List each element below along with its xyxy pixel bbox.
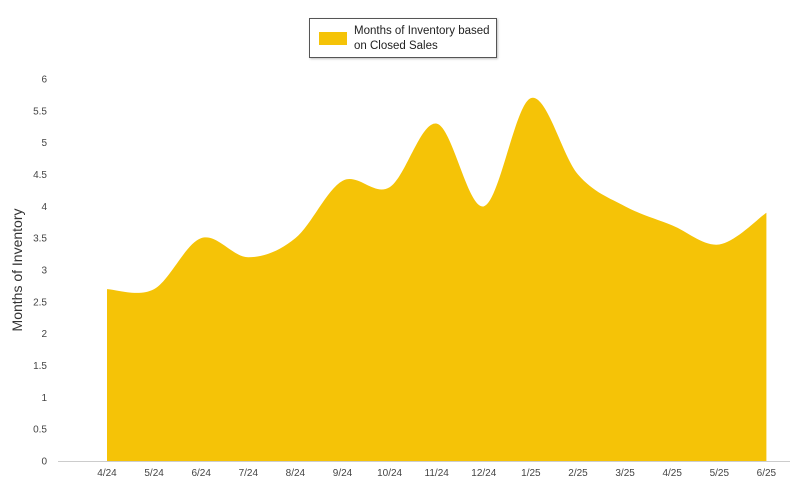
legend-swatch: [319, 32, 347, 45]
x-tick-label: 5/24: [144, 468, 164, 479]
y-tick-label: 1.5: [33, 361, 47, 372]
legend: Months of Inventory based on Closed Sale…: [309, 18, 497, 58]
x-tick-label: 6/25: [757, 468, 777, 479]
y-tick-label: 3.5: [33, 234, 47, 245]
y-tick-label: 4.5: [33, 170, 47, 181]
legend-label: Months of Inventory based on Closed Sale…: [354, 25, 490, 52]
y-tick-label: 2: [41, 329, 47, 340]
y-tick-label: 4: [41, 202, 47, 213]
x-tick-label: 10/24: [377, 468, 402, 479]
y-tick-label: 1: [41, 393, 47, 404]
y-tick-label: 6: [41, 75, 47, 86]
y-tick-label: 0: [41, 457, 47, 468]
x-tick-label: 4/25: [662, 468, 682, 479]
y-tick-label: 3: [41, 266, 47, 277]
x-tick-label: 8/24: [286, 468, 306, 479]
x-tick-label: 12/24: [471, 468, 496, 479]
area-series-fill: [107, 97, 767, 461]
x-tick-label: 11/24: [425, 468, 450, 479]
y-axis-title: Months of Inventory: [9, 209, 25, 332]
y-tick-label: 5.5: [33, 106, 47, 117]
y-tick-label: 2.5: [33, 297, 47, 308]
x-axis-ticks: 4/24 5/24 6/24 7/24 8/24 9/24 10/24 11/24 12/24 1…: [97, 468, 776, 479]
y-axis-ticks: 0 0.5 1 1.5 2 2.5 3 3.5 4 4.5 5 5.5 6: [33, 75, 47, 468]
x-tick-label: 6/24: [191, 468, 211, 479]
x-tick-label: 1/25: [521, 468, 541, 479]
x-tick-label: 5/25: [710, 468, 730, 479]
x-tick-label: 3/25: [615, 468, 635, 479]
y-tick-label: 0.5: [33, 425, 47, 436]
x-tick-label: 9/24: [333, 468, 353, 479]
x-tick-label: 7/24: [239, 468, 259, 479]
x-tick-label: 4/24: [97, 468, 117, 479]
y-tick-label: 5: [41, 138, 47, 149]
x-tick-label: 2/25: [568, 468, 588, 479]
